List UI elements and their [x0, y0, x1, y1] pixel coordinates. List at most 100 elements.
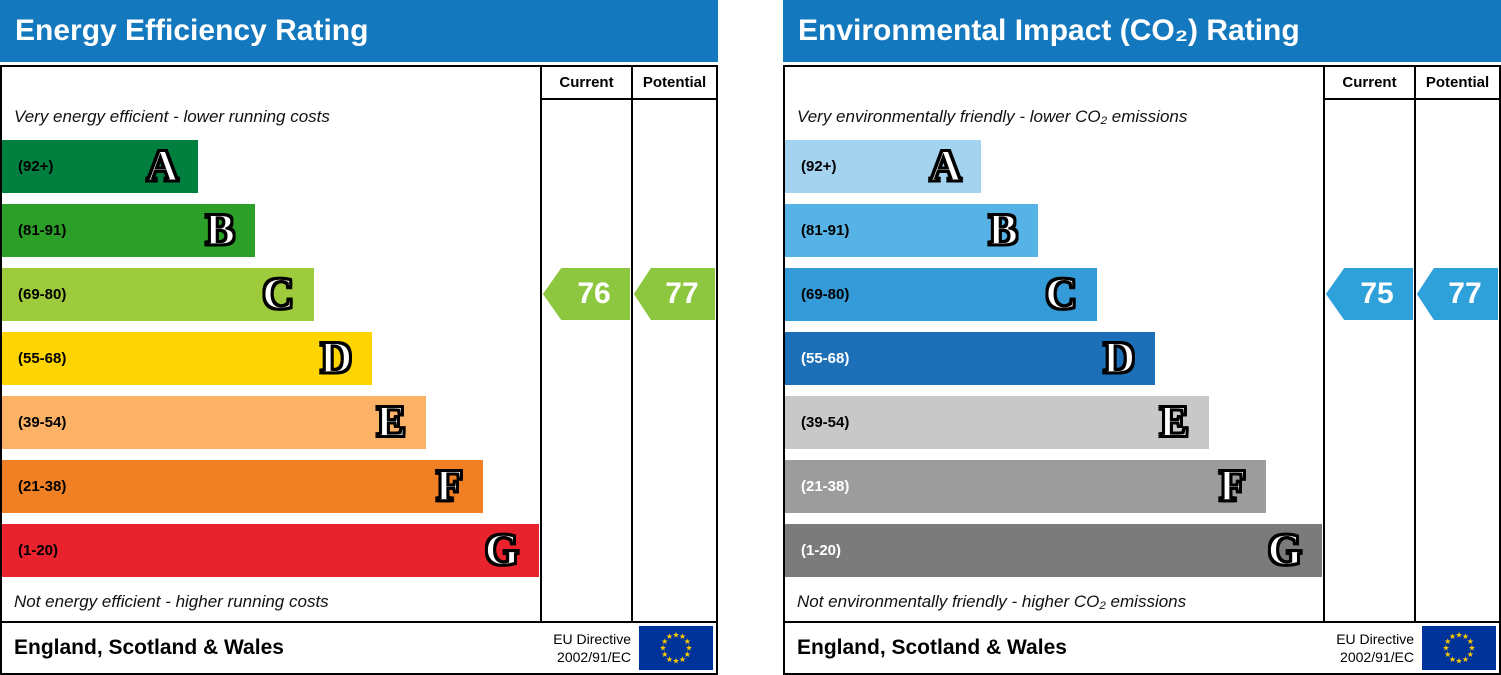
band-bar: (39-54) E	[785, 395, 1209, 449]
svg-text:★: ★	[679, 655, 686, 664]
current-cell: 75	[1323, 262, 1414, 326]
band-range-label: (1-20)	[18, 541, 59, 559]
eu-flag-field	[1422, 626, 1496, 670]
header-spacer	[2, 67, 540, 100]
band-cell: (92+) A	[785, 134, 1323, 198]
potential-rating-arrow: 77	[1416, 268, 1499, 320]
current-cell	[540, 518, 631, 582]
potential-cell	[631, 518, 716, 582]
band-cell: (81-91) B	[785, 198, 1323, 262]
current-cell	[540, 134, 631, 198]
top-note-row: Very energy efficient - lower running co…	[2, 100, 716, 134]
svg-text:★: ★	[1462, 632, 1469, 641]
eu-directive-line1: EU Directive	[553, 630, 631, 647]
band-bar: (81-91) B	[2, 203, 255, 257]
svg-text:★: ★	[1455, 631, 1462, 640]
svg-text:★: ★	[661, 637, 668, 646]
potential-cell	[1414, 518, 1499, 582]
potential-rating-arrow: 77	[633, 268, 716, 320]
eu-flag-icon: ★ ★ ★ ★ ★ ★ ★ ★ ★ ★ ★ ★	[1422, 626, 1496, 670]
band-cell: (39-54) E	[785, 390, 1323, 454]
potential-column-cell	[1414, 100, 1499, 134]
svg-text:★: ★	[1444, 650, 1451, 659]
table-header-row: Current Potential	[785, 67, 1499, 100]
current-cell	[1323, 390, 1414, 454]
current-cell	[1323, 326, 1414, 390]
band-cell: (69-80) C	[785, 262, 1323, 326]
potential-column-header: Potential	[1414, 67, 1499, 100]
band-cell: (92+) A	[2, 134, 540, 198]
band-letter: B	[204, 205, 235, 254]
band-range-label: (69-80)	[801, 285, 850, 303]
current-column-cell	[1323, 100, 1414, 134]
band-cell: (39-54) E	[2, 390, 540, 454]
eu-directive-line2: 2002/91/EC	[1340, 649, 1414, 665]
potential-cell: 77	[631, 262, 716, 326]
band-range-label: (69-80)	[18, 285, 67, 303]
svg-text:★: ★	[685, 644, 692, 653]
band-letter: D	[319, 333, 353, 382]
band-bar: (92+) A	[2, 139, 199, 193]
svg-text:★: ★	[672, 631, 679, 640]
svg-text:★: ★	[1468, 644, 1475, 653]
band-cell: (1-20) G	[785, 518, 1323, 582]
band-cell: (55-68) D	[785, 326, 1323, 390]
page-title: Energy Efficiency Rating	[15, 14, 369, 47]
bottom-note-row: Not energy efficient - higher running co…	[2, 582, 716, 621]
band-row: (81-91) B	[785, 198, 1499, 262]
band-bar: (81-91) B	[785, 203, 1038, 257]
potential-column-cell	[631, 100, 716, 134]
svg-text:★: ★	[672, 657, 679, 666]
band-bar: (69-80) C	[785, 267, 1098, 321]
band-range-label: (21-38)	[801, 477, 850, 495]
band-cell: (21-38) F	[785, 454, 1323, 518]
potential-cell	[1414, 326, 1499, 390]
band-letter: A	[929, 141, 963, 190]
eu-flag-icon: ★ ★ ★ ★ ★ ★ ★ ★ ★ ★ ★ ★	[639, 626, 713, 670]
current-column-header: Current	[540, 67, 631, 100]
environmental-impact-chart: Environmental Impact (CO₂) Rating Curren…	[783, 0, 1501, 675]
band-letter: G	[1267, 525, 1303, 574]
band-range-label: (39-54)	[18, 413, 67, 431]
band-cell: (81-91) B	[2, 198, 540, 262]
svg-text:★: ★	[1462, 655, 1469, 664]
svg-text:★: ★	[1444, 637, 1451, 646]
bottom-note-row: Not environmentally friendly - higher CO…	[785, 582, 1499, 621]
band-row: (69-80) C 75 77	[785, 262, 1499, 326]
current-column-header: Current	[1323, 67, 1414, 100]
current-column-cell	[540, 100, 631, 134]
potential-cell	[631, 390, 716, 454]
svg-text:★: ★	[1449, 655, 1456, 664]
band-row: (39-54) E	[2, 390, 716, 454]
bottom-note: Not environmentally friendly - higher CO…	[797, 591, 1187, 611]
band-bar: (92+) A	[785, 139, 982, 193]
potential-cell	[1414, 454, 1499, 518]
band-letter: B	[987, 205, 1018, 254]
current-column-cell	[540, 582, 631, 621]
band-row: (55-68) D	[2, 326, 716, 390]
page-title: Environmental Impact (CO₂) Rating	[798, 14, 1300, 47]
band-bar: (39-54) E	[2, 395, 426, 449]
rating-table: Current Potential Very energy efficient …	[0, 65, 718, 675]
band-row: (92+) A	[2, 134, 716, 198]
band-row: (81-91) B	[2, 198, 716, 262]
band-bar: (55-68) D	[785, 331, 1156, 385]
band-range-label: (55-68)	[18, 349, 67, 367]
band-cell: (69-80) C	[2, 262, 540, 326]
current-cell	[1323, 454, 1414, 518]
band-letter: F	[1218, 461, 1247, 510]
current-cell	[540, 390, 631, 454]
eu-flag-stars: ★ ★ ★ ★ ★ ★ ★ ★ ★ ★ ★ ★	[659, 631, 692, 666]
eu-directive-line1: EU Directive	[1336, 630, 1414, 647]
top-note: Very energy efficient - lower running co…	[14, 107, 330, 126]
potential-cell	[1414, 390, 1499, 454]
svg-text:★: ★	[684, 650, 691, 659]
top-note-row: Very environmentally friendly - lower CO…	[785, 100, 1499, 134]
band-row: (69-80) C 76 77	[2, 262, 716, 326]
band-letter: A	[146, 141, 180, 190]
band-range-label: (1-20)	[801, 541, 842, 559]
band-bar: (21-38) F	[785, 459, 1266, 513]
energy-efficiency-chart: Energy Efficiency Rating Current Potenti…	[0, 0, 718, 675]
band-cell: (1-20) G	[2, 518, 540, 582]
current-cell	[1323, 134, 1414, 198]
